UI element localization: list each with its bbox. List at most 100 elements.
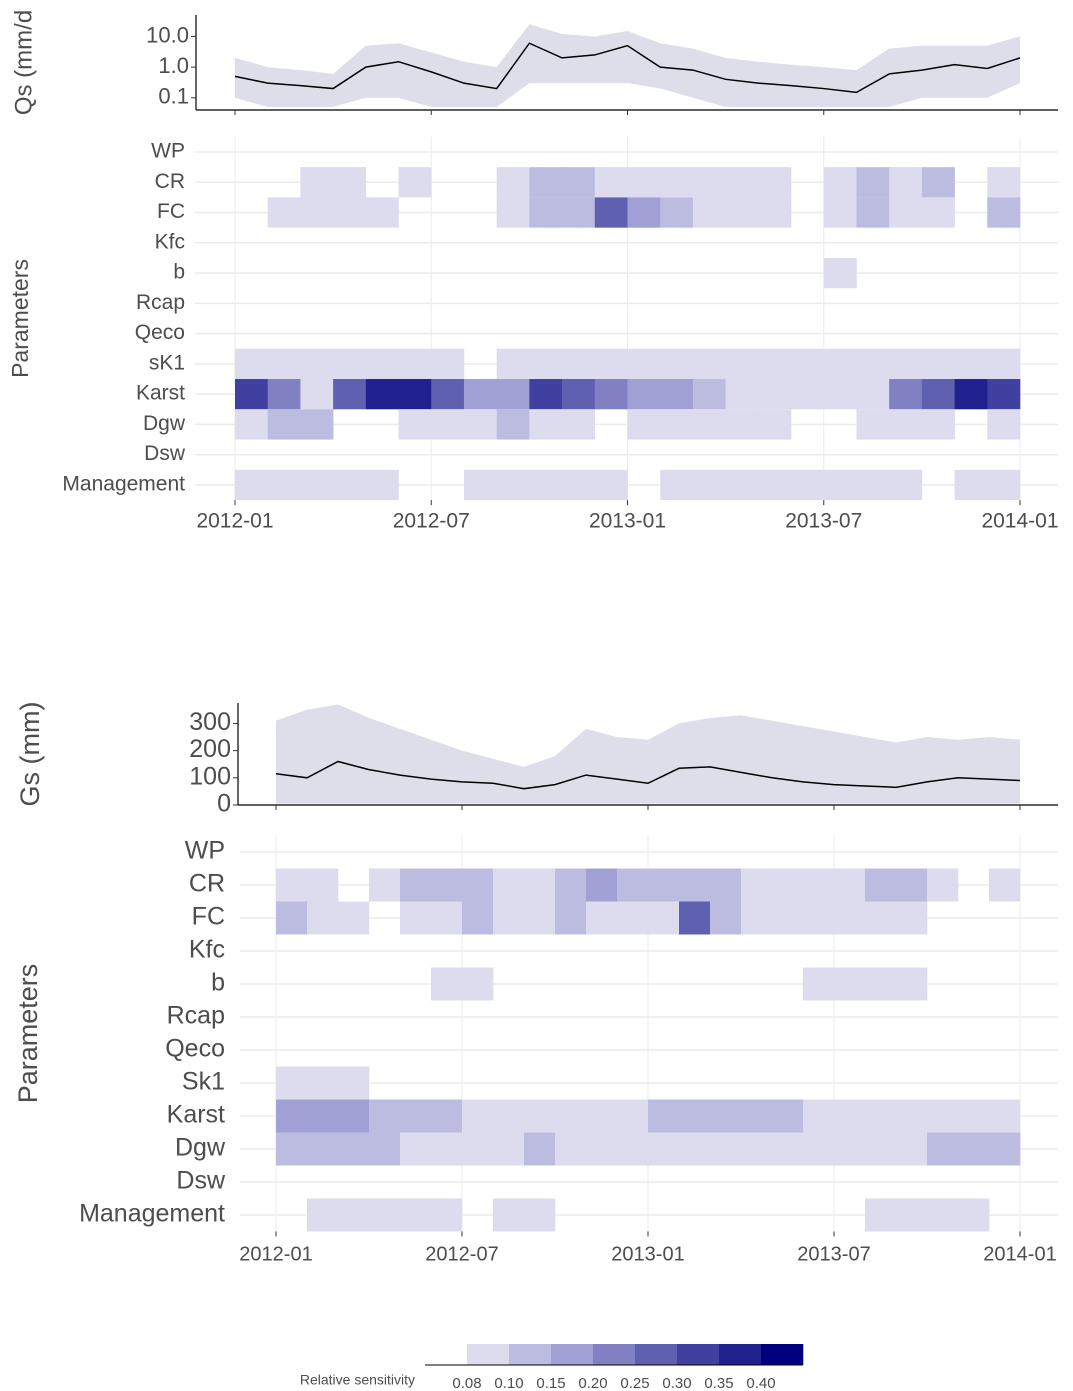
y-tick-label: 300 (189, 708, 231, 736)
sensitivity-cell (865, 901, 897, 935)
sensitivity-cell (710, 868, 742, 902)
sensitivity-cell (987, 469, 1021, 501)
sensitivity-cell (493, 1198, 525, 1232)
sensitivity-cell (889, 348, 923, 380)
sensitivity-cell (431, 409, 465, 440)
y-tick-label: 0 (217, 790, 231, 818)
x-tick-label: 2012-01 (196, 510, 273, 533)
sensitivity-cell (823, 379, 857, 410)
sensitivity-cell (496, 167, 530, 198)
sensitivity-cell (921, 409, 955, 440)
sensitivity-cell (400, 901, 432, 935)
sensitivity-cell (276, 868, 308, 902)
sensitivity-cell (586, 1132, 618, 1166)
sensitivity-cell (710, 901, 742, 935)
sensitivity-cell (307, 1132, 339, 1166)
sensitivity-cell (679, 901, 711, 935)
sensitivity-cell (627, 167, 661, 198)
sensitivity-cell (462, 1132, 494, 1166)
sensitivity-cell (791, 348, 825, 380)
sensitivity-cell (400, 1132, 432, 1166)
y-tick-label: 0.1 (158, 84, 189, 109)
sensitivity-cell (276, 901, 308, 935)
sensitivity-cell (954, 469, 988, 501)
sensitivity-cell (741, 868, 773, 902)
sensitivity-cell (803, 901, 835, 935)
sensitivity-cell (307, 868, 339, 902)
sensitivity-cell (496, 379, 530, 410)
sensitivity-cell (267, 197, 301, 228)
sensitivity-cell (555, 1099, 587, 1133)
sensitivity-cell (648, 1132, 680, 1166)
colorbar-cell (509, 1344, 552, 1365)
sensitivity-cell (369, 868, 401, 902)
sensitivity-cell (896, 1099, 928, 1133)
sensitivity-cell (524, 1099, 556, 1133)
sensitivity-cell (493, 1099, 525, 1133)
sensitivity-cell (648, 901, 680, 935)
colorbar-label: 0.40 (746, 1375, 775, 1391)
sensitivity-cell (896, 967, 928, 1001)
sensitivity-cell (921, 379, 955, 410)
sensitivity-cell (987, 197, 1021, 228)
y-tick-label: 1.0 (158, 53, 189, 78)
sensitivity-cell (594, 197, 628, 228)
sensitivity-cell (989, 1132, 1021, 1166)
sensitivity-cell (921, 197, 955, 228)
sensitivity-cell (803, 1099, 835, 1133)
row-label: Dsw (176, 1167, 226, 1195)
sensitivity-cell (921, 167, 955, 198)
sensitivity-cell (431, 967, 463, 1001)
sensitivity-cell (865, 967, 897, 1001)
y-axis-title: Parameters (13, 964, 43, 1104)
sensitivity-cell (927, 868, 959, 902)
row-label: CR (189, 870, 225, 898)
sensitivity-cell (338, 1099, 370, 1133)
sensitivity-cell (660, 409, 694, 440)
x-tick-label: 2013-01 (611, 1243, 684, 1265)
sensitivity-cell (369, 1099, 401, 1133)
row-label: WP (151, 140, 185, 163)
sensitivity-cell (758, 167, 792, 198)
sensitivity-cell (431, 348, 465, 380)
sensitivity-cell (555, 901, 587, 935)
sensitivity-cell (300, 167, 334, 198)
sensitivity-cell (276, 1066, 308, 1100)
sensitivity-cell (660, 348, 694, 380)
sensitivity-cell (300, 469, 334, 501)
y-axis-title: Qs (mm/d (10, 10, 37, 115)
sensitivity-cell (927, 1099, 959, 1133)
sensitivity-cell (594, 469, 628, 501)
sensitivity-cell (365, 379, 399, 410)
sensitivity-cell (235, 469, 269, 501)
sensitivity-cell (958, 1099, 990, 1133)
sensitivity-cell (529, 348, 563, 380)
sensitivity-cell (987, 167, 1021, 198)
sensitivity-cell (369, 1198, 401, 1232)
sensitivity-cell (398, 348, 432, 380)
sensitivity-cell (594, 379, 628, 410)
sensitivity-cell (834, 967, 866, 1001)
sensitivity-cell (300, 409, 334, 440)
colorbar-label: 0.10 (494, 1375, 523, 1391)
sensitivity-cell (823, 257, 857, 289)
colorbar-label: 0.25 (620, 1375, 649, 1391)
sensitivity-cell (989, 1099, 1021, 1133)
x-tick-label: 2012-07 (425, 1243, 498, 1265)
sensitivity-cell (648, 868, 680, 902)
sensitivity-cell (921, 348, 955, 380)
sensitivity-cell (267, 409, 301, 440)
colorbar-cell (677, 1344, 720, 1365)
sensitivity-cell (493, 868, 525, 902)
y-axis-title: Parameters (7, 259, 33, 378)
sensitivity-cell (307, 1198, 339, 1232)
sensitivity-cell (307, 1066, 339, 1100)
sensitivity-cell (725, 167, 759, 198)
sensitivity-cell (896, 1132, 928, 1166)
sensitivity-cell (758, 469, 792, 501)
sensitivity-cell (823, 197, 857, 228)
sensitivity-cell (496, 197, 530, 228)
sensitivity-cell (725, 469, 759, 501)
sensitivity-cell (369, 1132, 401, 1166)
